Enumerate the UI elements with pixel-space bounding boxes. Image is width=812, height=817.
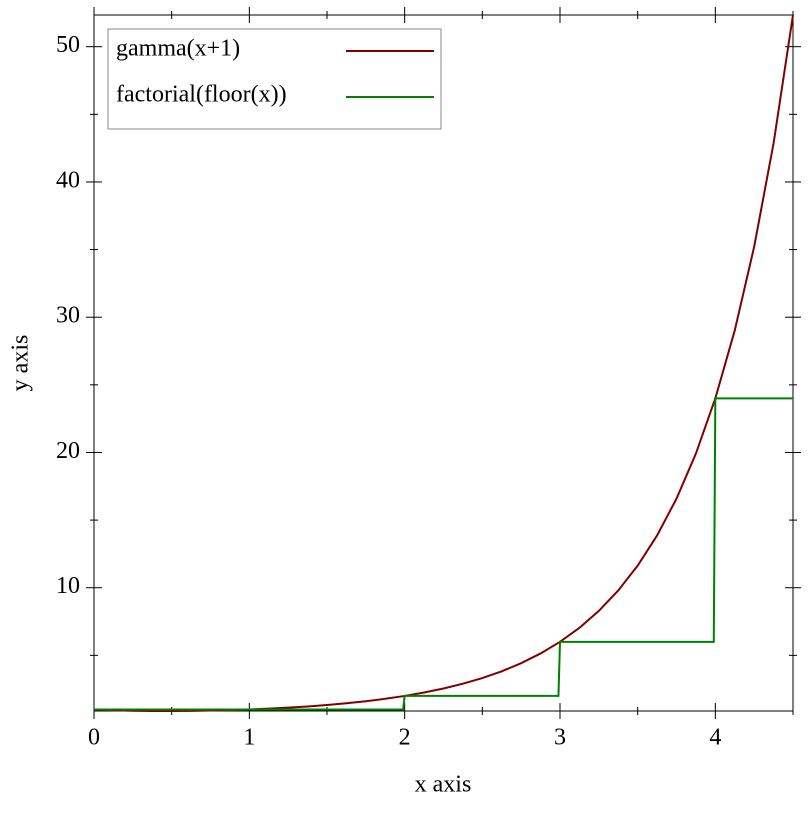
- series-line: [94, 397, 793, 711]
- plot-frame: [93, 14, 794, 712]
- x-tick-label: 1: [243, 725, 255, 751]
- legend-label: gamma(x+1): [116, 36, 240, 62]
- y-tick-label: 10: [56, 573, 80, 599]
- y-tick-label: 40: [56, 167, 80, 193]
- series-line: [93, 14, 794, 713]
- x-axis-label: x axis: [415, 772, 472, 798]
- legend-box: [107, 28, 442, 130]
- x-tick-label: 2: [399, 725, 411, 751]
- x-tick-label: 4: [709, 725, 721, 751]
- x-tick-label: 3: [554, 725, 566, 751]
- legend-label: factorial(floor(x)): [116, 82, 287, 108]
- y-tick-label: 20: [56, 438, 80, 464]
- x-tick-label: 0: [88, 725, 100, 751]
- y-tick-label: 30: [56, 303, 80, 329]
- y-axis-label: y axis: [8, 335, 34, 392]
- y-tick-label: 50: [56, 32, 80, 58]
